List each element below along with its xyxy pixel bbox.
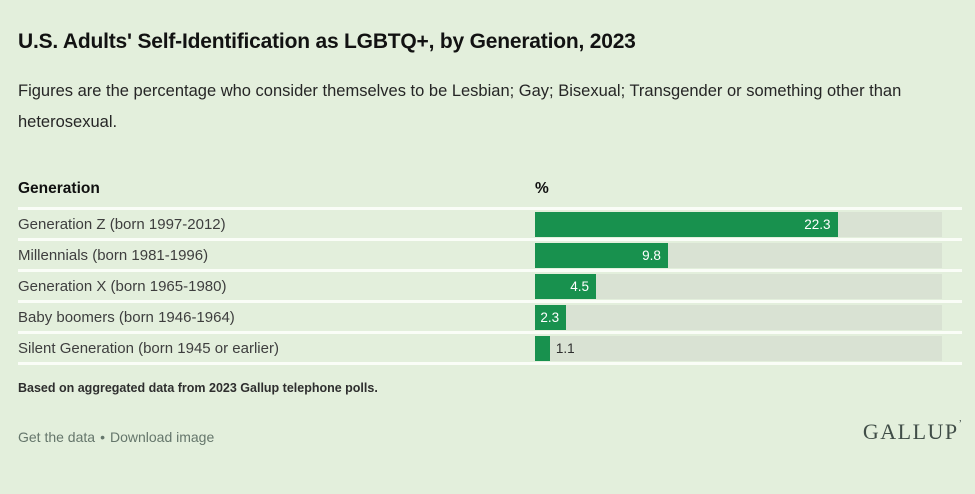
- value-bar: 22.3: [535, 211, 838, 237]
- download-image-link[interactable]: Download image: [109, 429, 215, 445]
- generation-label: Baby boomers (born 1946-1964): [18, 308, 235, 326]
- bar-cell: 22.3: [535, 211, 942, 237]
- value-label: 1.1: [555, 340, 575, 356]
- column-header-percent: %: [535, 180, 549, 197]
- link-separator: •: [100, 429, 105, 445]
- table-row: Generation Z (born 1997-2012) 22.3: [18, 210, 962, 241]
- bar-track: 22.3: [535, 211, 942, 237]
- bar-chart-table: Generation % Generation Z (born 1997-201…: [18, 172, 962, 365]
- table-row: Baby boomers (born 1946-1964) 2.3: [18, 303, 962, 334]
- bar-cell: 4.5: [535, 273, 942, 299]
- bar-cell: 1.1: [535, 335, 942, 361]
- value-bar: [535, 335, 550, 361]
- footer: Get the data • Download image GALLUP’: [18, 419, 962, 445]
- value-bar: 9.8: [535, 242, 668, 268]
- value-label: 9.8: [642, 247, 661, 263]
- bar-track: 9.8: [535, 242, 942, 268]
- footer-links: Get the data • Download image: [18, 429, 214, 445]
- chart-subtitle: Figures are the percentage who consider …: [18, 82, 902, 131]
- page-title: U.S. Adults' Self-Identification as LGBT…: [18, 30, 636, 53]
- column-header-generation: Generation: [18, 180, 100, 197]
- value-bar: 4.5: [535, 273, 597, 299]
- chart-card: U.S. Adults' Self-Identification as LGBT…: [18, 30, 962, 445]
- generation-label: Generation X (born 1965-1980): [18, 277, 227, 295]
- generation-label: Generation Z (born 1997-2012): [18, 215, 226, 233]
- gallup-logo-text: GALLUP: [862, 419, 959, 444]
- generation-label: Silent Generation (born 1945 or earlier): [18, 339, 279, 357]
- source-note: Based on aggregated data from 2023 Gallu…: [18, 381, 378, 395]
- bar-track: 2.3: [535, 304, 942, 330]
- gallup-trademark-icon: ’: [958, 419, 962, 430]
- value-label: 4.5: [570, 278, 590, 294]
- generation-label: Millennials (born 1981-1996): [18, 246, 209, 264]
- value-label: 2.3: [540, 309, 560, 325]
- bar-cell: 9.8: [535, 242, 942, 268]
- get-the-data-link[interactable]: Get the data: [18, 429, 96, 445]
- table-row: Generation X (born 1965-1980) 4.5: [18, 272, 962, 303]
- table-row: Silent Generation (born 1945 or earlier)…: [18, 334, 962, 365]
- value-bar: 2.3: [535, 304, 567, 330]
- bar-cell: 2.3: [535, 304, 942, 330]
- table-row: Millennials (born 1981-1996) 9.8: [18, 241, 962, 272]
- table-header-row: Generation %: [18, 172, 962, 210]
- value-label: 22.3: [804, 216, 831, 232]
- gallup-logo: GALLUP’: [863, 419, 962, 445]
- table-rows: Generation Z (born 1997-2012) 22.3 Mille…: [18, 210, 962, 365]
- bar-track: 1.1: [535, 335, 942, 361]
- bar-track: 4.5: [535, 273, 942, 299]
